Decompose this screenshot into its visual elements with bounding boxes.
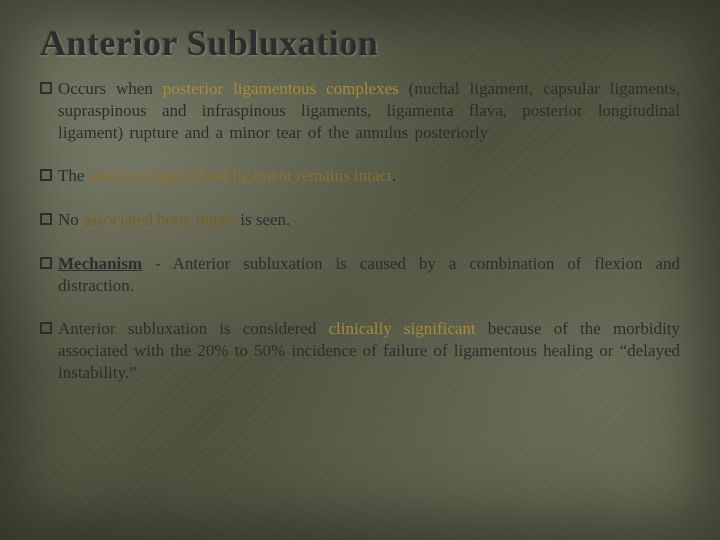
bullet-highlight: clinically significant — [328, 319, 475, 338]
bullet-prefix: The — [58, 166, 89, 185]
checkbox-icon — [40, 213, 52, 225]
bullet-suffix: . — [392, 166, 396, 185]
bullet-item: No associated bony injury is seen. — [40, 209, 680, 231]
bullet-highlight: Mechanism — [58, 254, 142, 273]
bullet-text: The anterior longitudinal ligament remai… — [58, 165, 680, 187]
bullet-highlight: associated bony injury — [83, 210, 236, 229]
bullet-highlight: posterior ligamentous complexes — [163, 79, 399, 98]
checkbox-icon — [40, 169, 52, 181]
bullet-prefix: Anterior subluxation is considered — [58, 319, 328, 338]
checkbox-icon — [40, 322, 52, 334]
bullet-text: Mechanism - Anterior subluxation is caus… — [58, 253, 680, 297]
bullet-item: Mechanism - Anterior subluxation is caus… — [40, 253, 680, 297]
bullet-prefix: No — [58, 210, 83, 229]
bullet-text: No associated bony injury is seen. — [58, 209, 680, 231]
checkbox-icon — [40, 82, 52, 94]
bullet-item: The anterior longitudinal ligament remai… — [40, 165, 680, 187]
bullet-suffix: is seen. — [236, 210, 290, 229]
slide-content: Anterior Subluxation Occurs when posteri… — [0, 0, 720, 540]
bullet-item: Occurs when posterior ligamentous comple… — [40, 78, 680, 143]
checkbox-icon — [40, 257, 52, 269]
bullet-highlight: anterior longitudinal ligament remains i… — [89, 166, 392, 185]
page-title: Anterior Subluxation — [40, 22, 680, 64]
bullet-item: Anterior subluxation is considered clini… — [40, 318, 680, 383]
bullet-suffix: - Anterior subluxation is caused by a co… — [58, 254, 680, 295]
bullet-prefix: Occurs when — [58, 79, 163, 98]
bullet-text: Anterior subluxation is considered clini… — [58, 318, 680, 383]
bullet-text: Occurs when posterior ligamentous comple… — [58, 78, 680, 143]
